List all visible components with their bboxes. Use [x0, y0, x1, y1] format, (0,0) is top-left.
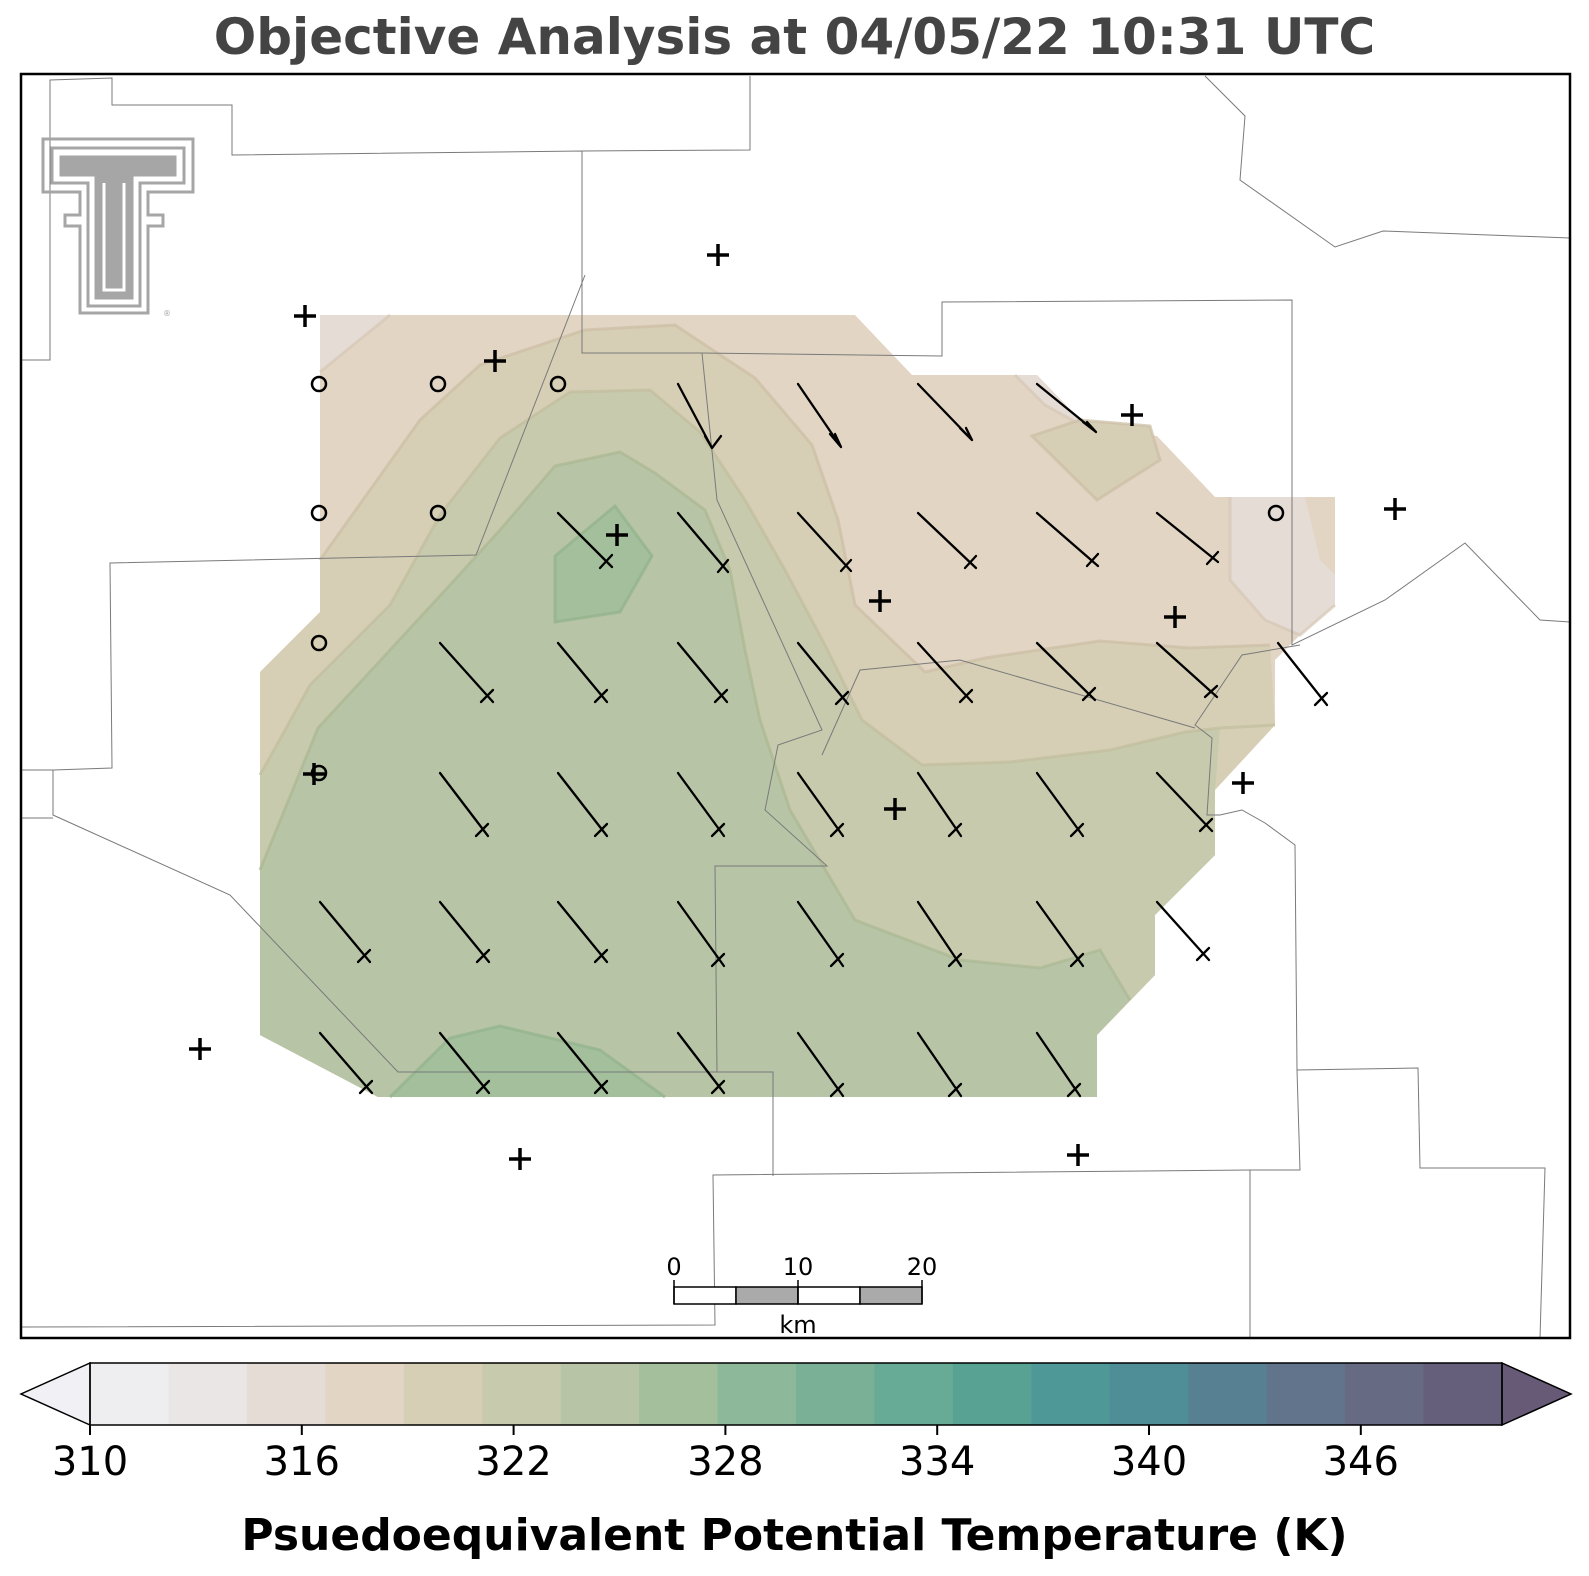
- station-markers: [189, 244, 1406, 1170]
- colorbar-swatch: [168, 1363, 248, 1425]
- colorbar-ticks: 310 316 322 328 334 340 346: [52, 1425, 1399, 1485]
- colorbar-swatch: [90, 1363, 169, 1425]
- colorbar-tick-label: 322: [475, 1439, 551, 1485]
- colorbar-swatches: [90, 1363, 1503, 1425]
- contour-314-316-east: [1230, 497, 1335, 635]
- scale-tick-0: 0: [666, 1253, 681, 1281]
- map-title: Objective Analysis at 04/05/22 10:31 UTC: [213, 8, 1376, 66]
- colorbar-over-arrow: [1501, 1361, 1573, 1427]
- colorbar-tick-label: 316: [264, 1439, 340, 1485]
- colorbar-swatch: [1423, 1363, 1503, 1425]
- map-frame: [19, 72, 1572, 1340]
- svg-text:®: ®: [163, 309, 171, 318]
- colorbar-swatch: [717, 1363, 797, 1425]
- scale-tick-20: 20: [907, 1253, 938, 1281]
- colorbar-swatch: [1109, 1363, 1189, 1425]
- wind-barbs: [318, 382, 1329, 1098]
- contour-314-316-ne: [1015, 375, 1090, 430]
- county-boundaries: [21, 75, 1570, 1338]
- colorbar-tick-label: 310: [52, 1439, 128, 1485]
- colorbar-swatch: [1031, 1363, 1111, 1425]
- colorbar-outline: [89, 1362, 1503, 1426]
- colorbar-tick-label: 328: [687, 1439, 763, 1485]
- calm-wind-circles: [310, 375, 1285, 782]
- colorbar-swatch: [325, 1363, 405, 1425]
- contour-322-324-main: [260, 452, 1130, 1097]
- colorbar-swatch: [403, 1363, 483, 1425]
- texas-tech-logo: ®: [41, 137, 195, 318]
- colorbar-swatch: [874, 1363, 954, 1425]
- colorbar-swatch: [482, 1363, 562, 1425]
- colorbar-swatch: [796, 1363, 875, 1425]
- colorbar-tick-label: 340: [1111, 1439, 1187, 1485]
- colorbar-label: Psuedoequivalent Potential Temperature (…: [241, 1510, 1348, 1561]
- scale-bar: 0 10 20 km: [666, 1253, 937, 1339]
- colorbar-tick-label: 334: [899, 1439, 975, 1485]
- colorbar-tick-label: 346: [1323, 1439, 1399, 1485]
- colorbar-swatch: [1266, 1363, 1346, 1425]
- contour-fills: [260, 315, 1335, 1097]
- scale-tick-10: 10: [783, 1253, 814, 1281]
- colorbar-swatch: [560, 1363, 640, 1425]
- colorbar-swatch: [1345, 1363, 1425, 1425]
- colorbar-swatch: [639, 1363, 719, 1425]
- colorbar-swatch: [952, 1363, 1032, 1425]
- colorbar-swatch: [246, 1363, 326, 1425]
- contour-lines: [258, 313, 1336, 1099]
- colorbar-swatch: [1188, 1363, 1268, 1425]
- scale-unit: km: [779, 1311, 816, 1339]
- colorbar-under-arrow: [19, 1361, 91, 1427]
